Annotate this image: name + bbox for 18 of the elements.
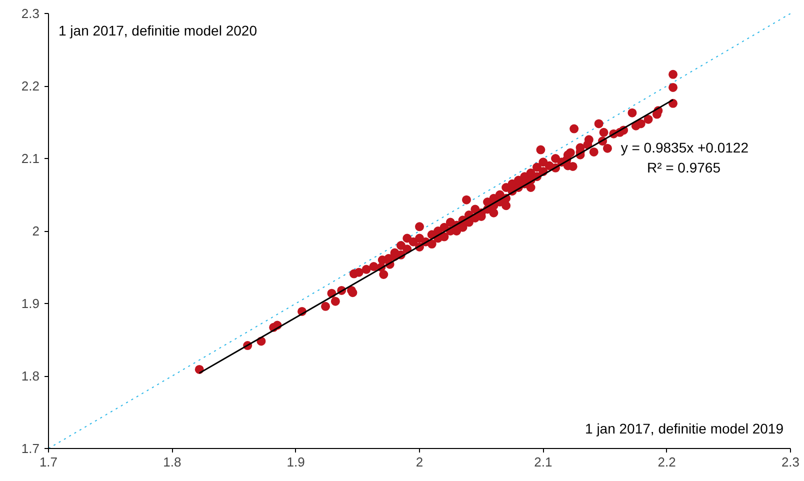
x-tick-label: 2.2 (658, 454, 676, 470)
x-tick-label: 1.9 (286, 454, 305, 470)
y-tick-label: 1.7 (21, 441, 40, 456)
y-tick-label: 2.1 (21, 151, 40, 166)
x-tick-label: 2.1 (534, 454, 552, 470)
x-tick-label: 1.7 (39, 454, 58, 470)
annotation: R² = 0.9765 (646, 160, 721, 176)
annotation: y = 0.9835x +0.0122 (620, 140, 749, 156)
y-tick-label: 2.3 (21, 6, 40, 21)
y-tick-label: 1.8 (21, 368, 40, 384)
y-tick-label: 2 (32, 224, 40, 238)
annotation: 1 jan 2017, definitie model 2020 (58, 22, 258, 38)
x-tick-label: 2 (416, 454, 424, 470)
annotation: 1 jan 2017, definitie model 2019 (585, 420, 784, 436)
y-tick-label: 2.2 (21, 78, 40, 94)
x-tick-label: 1.8 (163, 454, 182, 470)
y-tick-label: 1.9 (21, 296, 40, 311)
x-tick-label: 2.3 (781, 454, 800, 470)
